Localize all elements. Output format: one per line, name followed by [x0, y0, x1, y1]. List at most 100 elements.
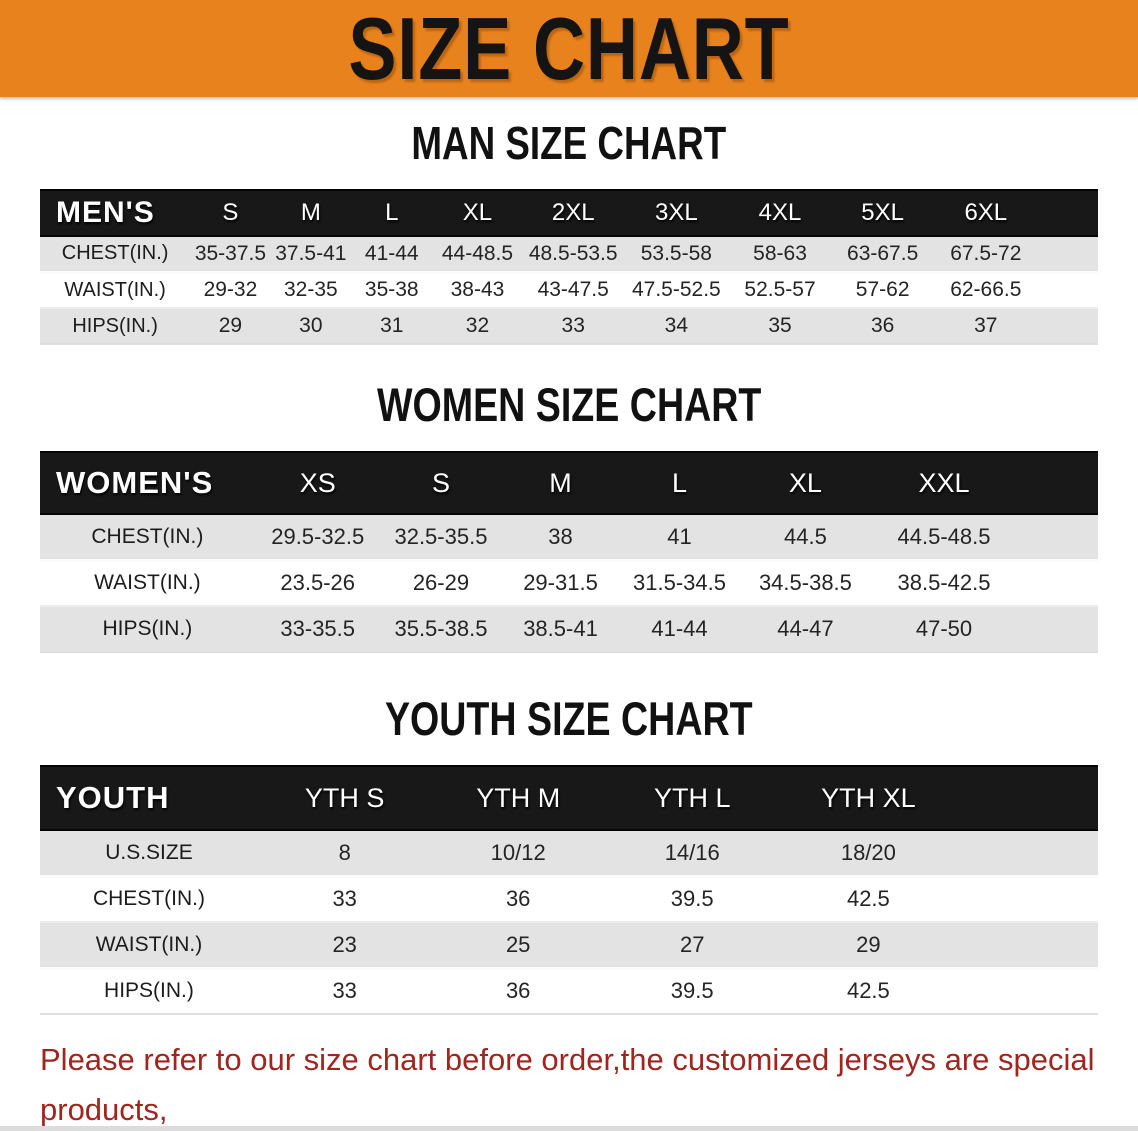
table-cell: 30 [270, 308, 352, 345]
youth-table-header-row: YOUTH YTH S YTH M YTH L YTH XL [40, 765, 1098, 831]
table-cell: 18/20 [779, 830, 958, 878]
table-cell: 25 [431, 922, 605, 970]
table-cell: 47-50 [871, 606, 1017, 653]
column-header: YTH M [431, 765, 605, 831]
women-section-title: WOMEN SIZE CHART [376, 378, 762, 431]
page-title: SIZE CHART [348, 0, 790, 98]
row-label: HIPS(IN.) [40, 308, 191, 345]
table-cell: 39.5 [604, 876, 780, 923]
table-cell: 29 [779, 922, 958, 970]
table-cell: 53.5-58 [623, 236, 729, 274]
table-cell: 42.5 [779, 876, 958, 923]
table-row: WAIST(IN.) 23 25 27 29 [40, 922, 1098, 970]
column-header: L [619, 451, 740, 515]
table-cell: 33 [257, 876, 432, 923]
table-cell: 38-43 [432, 272, 523, 309]
table-cell: 23.5-26 [254, 560, 381, 607]
column-header: YTH S [257, 765, 432, 831]
table-cell: 38.5-42.5 [871, 560, 1017, 607]
table-cell: 26-29 [380, 560, 502, 607]
row-label: HIPS(IN.) [40, 968, 258, 1015]
table-row: HIPS(IN.) 29 30 31 32 33 34 35 36 37 [40, 308, 1098, 345]
table-row: WAIST(IN.) 29-32 32-35 35-38 38-43 43-47… [40, 272, 1098, 309]
row-label: WAIST(IN.) [40, 922, 258, 970]
table-cell: 27 [604, 922, 780, 970]
men-table-header-row: MEN'S S M L XL 2XL 3XL 4XL 5XL 6XL [40, 189, 1098, 237]
table-cell: 63-67.5 [831, 236, 934, 274]
table-cell: 29.5-32.5 [254, 514, 381, 562]
youth-section-title: YOUTH SIZE CHART [385, 692, 753, 745]
table-cell: 36 [431, 968, 605, 1015]
table-cell: 33-35.5 [254, 606, 381, 653]
table-cell: 10/12 [431, 830, 605, 878]
column-header: S [380, 451, 502, 515]
youth-table-header-label: YOUTH [40, 765, 258, 831]
men-size-table: MEN'S S M L XL 2XL 3XL 4XL 5XL 6XL CHEST… [40, 189, 1098, 345]
table-cell: 48.5-53.5 [522, 236, 624, 274]
table-cell: 47.5-52.5 [623, 272, 729, 309]
table-cell: 62-66.5 [933, 272, 1038, 309]
spacer-cell [1037, 272, 1098, 309]
table-cell: 35.5-38.5 [380, 606, 502, 653]
column-header: 4XL [728, 189, 832, 237]
spacer-cell [957, 922, 1098, 970]
table-cell: 67.5-72 [933, 236, 1038, 274]
table-cell: 57-62 [831, 272, 934, 309]
table-cell: 36 [831, 308, 934, 345]
table-cell: 35-38 [351, 272, 433, 309]
women-size-table: WOMEN'S XS S M L XL XXL CHEST(IN.) 29.5-… [40, 451, 1098, 653]
table-cell: 37.5-41 [270, 236, 352, 274]
spacer-cell [1016, 606, 1098, 653]
table-cell: 41 [619, 514, 740, 562]
table-row: HIPS(IN.) 33 36 39.5 42.5 [40, 968, 1098, 1015]
column-header: XL [432, 189, 523, 237]
row-label: CHEST(IN.) [40, 236, 191, 274]
table-cell: 8 [257, 830, 432, 878]
men-section-title: MAN SIZE CHART [411, 117, 727, 169]
table-cell: 29-31.5 [501, 560, 620, 607]
youth-size-table: YOUTH YTH S YTH M YTH L YTH XL U.S.SIZE … [40, 765, 1098, 1015]
column-header: 3XL [623, 189, 729, 237]
women-table-header-label: WOMEN'S [40, 451, 255, 515]
table-cell: 44.5-48.5 [871, 514, 1017, 562]
table-cell: 35 [728, 308, 832, 345]
table-cell: 52.5-57 [728, 272, 832, 309]
table-cell: 44-47 [739, 606, 872, 653]
column-header: M [501, 451, 620, 515]
table-cell: 37 [933, 308, 1038, 345]
size-chart-banner: SIZE CHART [0, 0, 1138, 98]
table-cell: 33 [257, 968, 432, 1015]
spacer-cell [1037, 236, 1098, 274]
spacer-cell [957, 968, 1098, 1015]
column-header: 6XL [933, 189, 1038, 237]
table-cell: 32-35 [270, 272, 352, 309]
table-cell: 36 [431, 876, 605, 923]
row-label: CHEST(IN.) [40, 876, 258, 923]
spacer-cell [957, 876, 1098, 923]
table-row: CHEST(IN.) 29.5-32.5 32.5-35.5 38 41 44.… [40, 514, 1098, 562]
table-cell: 14/16 [604, 830, 780, 878]
row-label: HIPS(IN.) [40, 606, 255, 653]
column-header: YTH XL [779, 765, 958, 831]
table-cell: 33 [522, 308, 624, 345]
column-header: 5XL [831, 189, 934, 237]
men-table-header-label: MEN'S [40, 189, 191, 237]
table-cell: 41-44 [619, 606, 740, 653]
spacer-cell [1037, 308, 1098, 345]
column-header: XS [254, 451, 381, 515]
spacer-cell [1016, 451, 1098, 515]
table-row: HIPS(IN.) 33-35.5 35.5-38.5 38.5-41 41-4… [40, 606, 1098, 653]
table-cell: 43-47.5 [522, 272, 624, 309]
table-cell: 58-63 [728, 236, 832, 274]
spacer-cell [1016, 560, 1098, 607]
bottom-divider [0, 1126, 1138, 1131]
spacer-cell [957, 765, 1098, 831]
spacer-cell [1037, 189, 1098, 237]
table-cell: 29 [190, 308, 271, 345]
column-header: L [351, 189, 433, 237]
column-header: XL [739, 451, 872, 515]
column-header: XXL [871, 451, 1017, 515]
table-cell: 39.5 [604, 968, 780, 1015]
column-header: 2XL [522, 189, 624, 237]
column-header: M [270, 189, 352, 237]
